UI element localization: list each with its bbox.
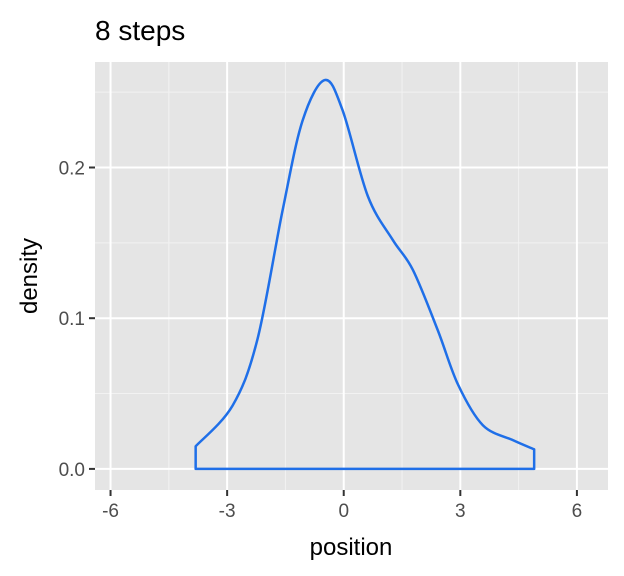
- x-tick-label: 3: [455, 501, 466, 522]
- x-tick-label: -3: [219, 501, 236, 522]
- x-axis: -6 -3 0 3 6: [102, 490, 582, 522]
- y-tick-label: 0.1: [59, 309, 85, 330]
- x-tick-label: 6: [572, 501, 583, 522]
- y-axis-label: density: [16, 238, 43, 314]
- density-curve: [194, 78, 536, 471]
- y-tick-label: 0.0: [59, 460, 85, 481]
- plot-panel: [95, 62, 608, 490]
- x-axis-label: position: [310, 534, 393, 561]
- x-tick-label: 0: [338, 501, 349, 522]
- y-tick-label: 0.2: [59, 158, 85, 179]
- chart-title: 8 steps: [95, 15, 185, 46]
- y-axis: 0.0 0.1 0.2: [59, 158, 95, 481]
- x-tick-label: -6: [102, 501, 119, 522]
